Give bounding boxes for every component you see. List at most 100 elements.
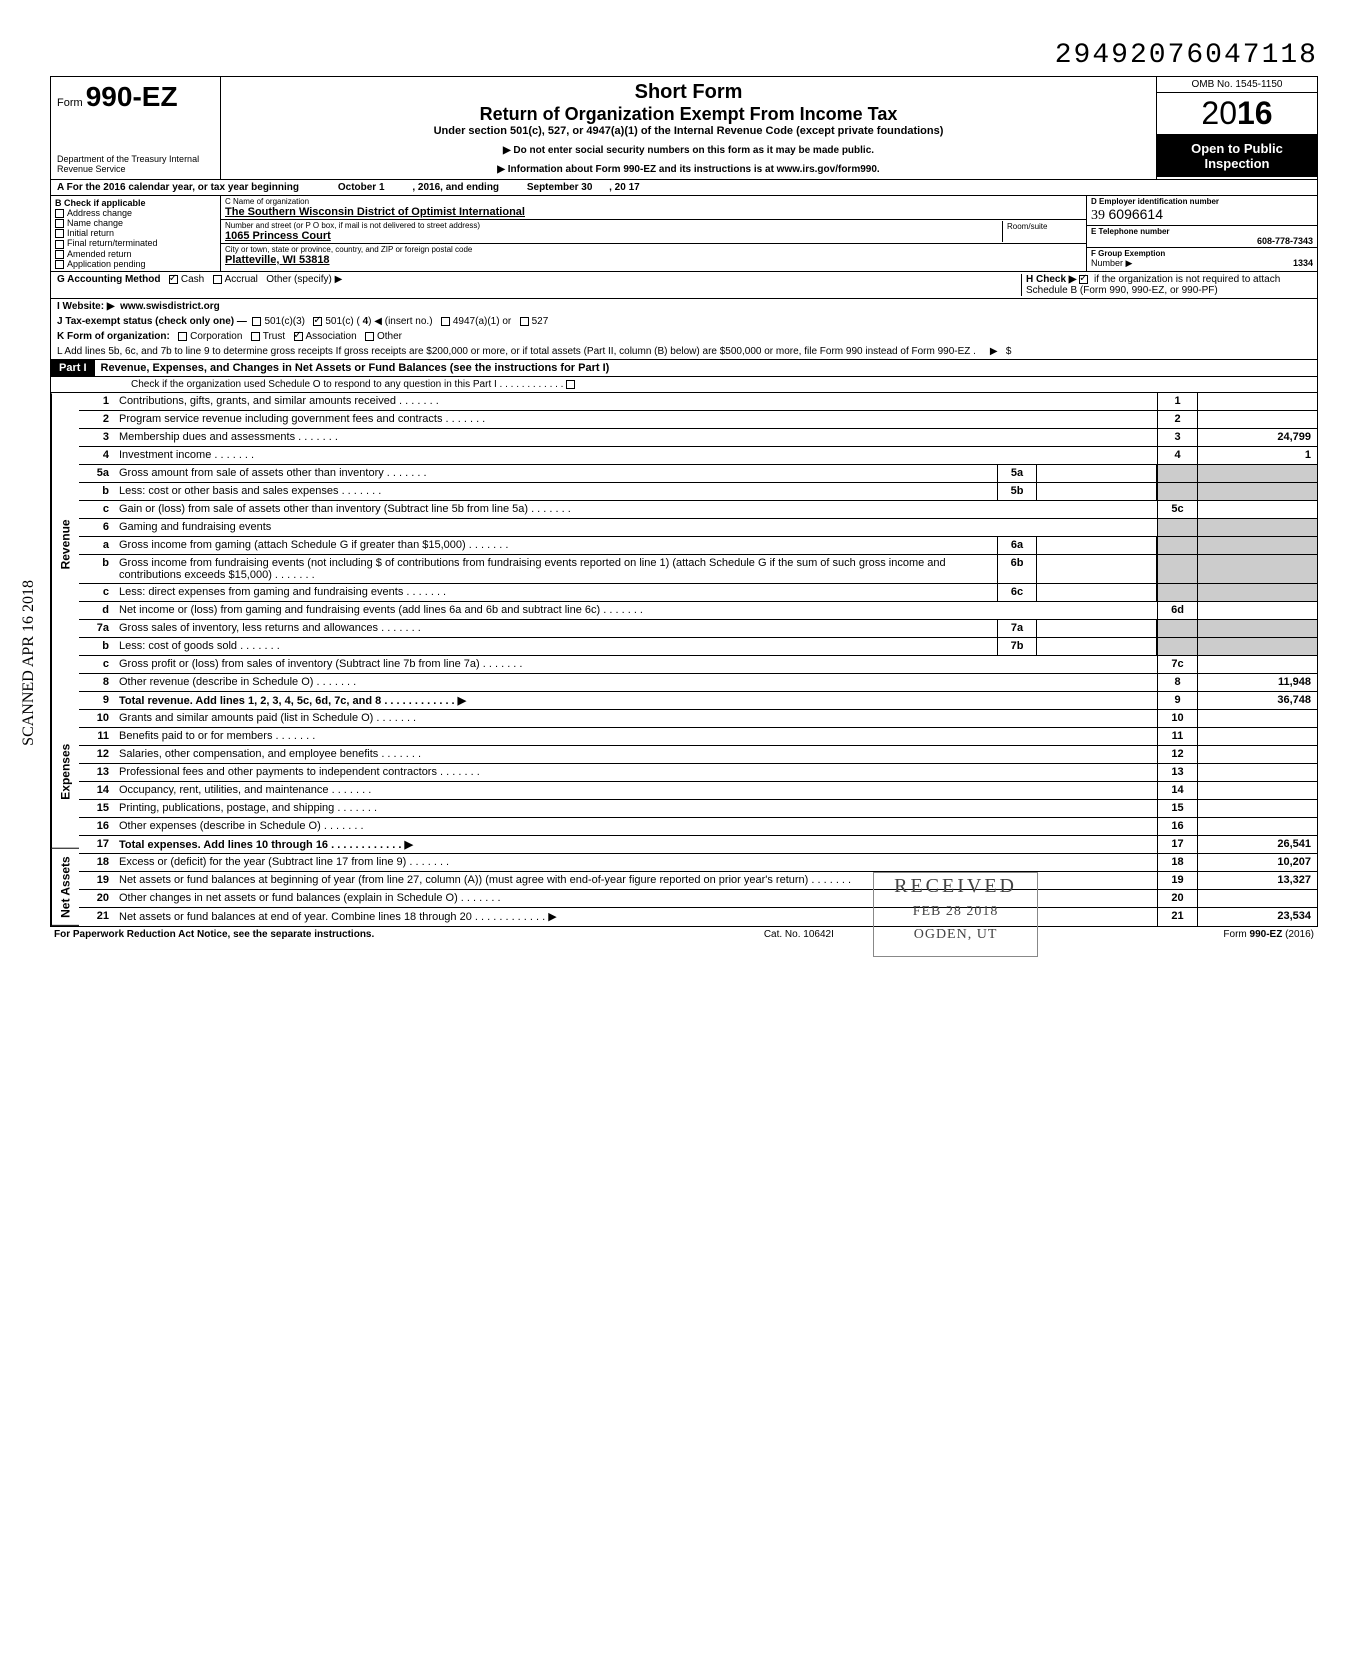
value-amount[interactable] bbox=[1197, 411, 1317, 428]
value-amount[interactable] bbox=[1197, 710, 1317, 727]
value-amount[interactable] bbox=[1197, 800, 1317, 817]
line-description: Gross amount from sale of assets other t… bbox=[115, 465, 997, 482]
line-description: Gross profit or (loss) from sales of inv… bbox=[115, 656, 1157, 673]
label-city: City or town, state or province, country… bbox=[225, 245, 1082, 254]
line-row-b: bLess: cost of goods sold . . . . . . .7… bbox=[79, 638, 1317, 656]
num-box-label: 1 bbox=[1157, 393, 1197, 410]
checkbox-initial-return[interactable] bbox=[55, 229, 64, 238]
value-amount[interactable] bbox=[1197, 728, 1317, 745]
num-box-label: 11 bbox=[1157, 728, 1197, 745]
line-row-20: 20Other changes in net assets or fund ba… bbox=[79, 890, 1317, 908]
checkbox-accrual[interactable] bbox=[213, 275, 222, 284]
checkbox-final-return[interactable] bbox=[55, 240, 64, 249]
checkbox-trust[interactable] bbox=[251, 332, 260, 341]
line-description: Gaming and fundraising events bbox=[115, 519, 1157, 536]
checkbox-association[interactable] bbox=[294, 332, 303, 341]
mid-box-value[interactable] bbox=[1037, 537, 1157, 554]
line-description: Membership dues and assessments . . . . … bbox=[115, 429, 1157, 446]
val-box-shaded bbox=[1197, 555, 1317, 583]
line-row-17: 17Total expenses. Add lines 10 through 1… bbox=[79, 836, 1317, 854]
val-box-shaded bbox=[1197, 537, 1317, 554]
line-row-13: 13Professional fees and other payments t… bbox=[79, 764, 1317, 782]
line-number: 19 bbox=[79, 872, 115, 889]
tax-year: 2016 bbox=[1157, 93, 1317, 135]
row-k-org-form: K Form of organization: Corporation Trus… bbox=[50, 329, 1318, 344]
mid-box-value[interactable] bbox=[1037, 555, 1157, 583]
checkbox-other-org[interactable] bbox=[365, 332, 374, 341]
line-row-6: 6Gaming and fundraising events bbox=[79, 519, 1317, 537]
checkbox-amended-return[interactable] bbox=[55, 250, 64, 259]
num-box-label: 21 bbox=[1157, 908, 1197, 926]
line-number: c bbox=[79, 584, 115, 601]
mid-box-value[interactable] bbox=[1037, 483, 1157, 500]
value-amount[interactable]: 11,948 bbox=[1197, 674, 1317, 691]
value-amount[interactable]: 26,541 bbox=[1197, 836, 1317, 853]
num-box-label: 13 bbox=[1157, 764, 1197, 781]
num-box-shaded bbox=[1157, 519, 1197, 536]
checkbox-schedule-b[interactable] bbox=[1079, 275, 1088, 284]
line-number: 6 bbox=[79, 519, 115, 536]
num-box-shaded bbox=[1157, 584, 1197, 601]
line-row-b: bLess: cost or other basis and sales exp… bbox=[79, 483, 1317, 501]
value-amount[interactable] bbox=[1197, 746, 1317, 763]
checkbox-501c[interactable] bbox=[313, 317, 322, 326]
note-info: ▶ Information about Form 990-EZ and its … bbox=[229, 164, 1148, 175]
value-amount[interactable]: 13,327 bbox=[1197, 872, 1317, 889]
row-j-tax-status: J Tax-exempt status (check only one) — 5… bbox=[50, 314, 1318, 329]
line-description: Gain or (loss) from sale of assets other… bbox=[115, 501, 1157, 518]
value-amount[interactable] bbox=[1197, 393, 1317, 410]
line-row-18: 18Excess or (deficit) for the year (Subt… bbox=[79, 854, 1317, 872]
num-box-label: 16 bbox=[1157, 818, 1197, 835]
line-number: b bbox=[79, 483, 115, 500]
value-ein: 39 6096614 bbox=[1091, 206, 1313, 224]
checkbox-501c3[interactable] bbox=[252, 317, 261, 326]
num-box-shaded bbox=[1157, 638, 1197, 655]
line-description: Program service revenue including govern… bbox=[115, 411, 1157, 428]
value-amount[interactable] bbox=[1197, 764, 1317, 781]
value-amount[interactable] bbox=[1197, 501, 1317, 518]
line-number: 17 bbox=[79, 836, 115, 853]
checkbox-application-pending[interactable] bbox=[55, 260, 64, 269]
value-amount[interactable]: 10,207 bbox=[1197, 854, 1317, 871]
value-amount[interactable]: 36,748 bbox=[1197, 692, 1317, 709]
line-number: 16 bbox=[79, 818, 115, 835]
note-ssn: ▶ Do not enter social security numbers o… bbox=[229, 145, 1148, 156]
mid-box-value[interactable] bbox=[1037, 465, 1157, 482]
mid-box-value[interactable] bbox=[1037, 638, 1157, 655]
mid-box-label: 6b bbox=[997, 555, 1037, 583]
val-box-shaded bbox=[1197, 620, 1317, 637]
checkbox-cash[interactable] bbox=[169, 275, 178, 284]
checkbox-address-change[interactable] bbox=[55, 209, 64, 218]
num-box-label: 19 bbox=[1157, 872, 1197, 889]
value-amount[interactable]: 1 bbox=[1197, 447, 1317, 464]
value-amount[interactable] bbox=[1197, 818, 1317, 835]
row-g-h: G Accounting Method Cash Accrual Other (… bbox=[50, 272, 1318, 299]
line-description: Other expenses (describe in Schedule O) … bbox=[115, 818, 1157, 835]
checkbox-name-change[interactable] bbox=[55, 219, 64, 228]
line-description: Occupancy, rent, utilities, and maintena… bbox=[115, 782, 1157, 799]
num-box-label: 8 bbox=[1157, 674, 1197, 691]
line-number: 7a bbox=[79, 620, 115, 637]
row-a-tax-year: A For the 2016 calendar year, or tax yea… bbox=[50, 180, 1318, 196]
checkbox-corporation[interactable] bbox=[178, 332, 187, 341]
value-amount[interactable]: 23,534 bbox=[1197, 908, 1317, 926]
mid-box-value[interactable] bbox=[1037, 620, 1157, 637]
mid-box-label: 7b bbox=[997, 638, 1037, 655]
mid-box-value[interactable] bbox=[1037, 584, 1157, 601]
line-number: a bbox=[79, 537, 115, 554]
value-amount[interactable] bbox=[1197, 782, 1317, 799]
line-row-14: 14Occupancy, rent, utilities, and mainte… bbox=[79, 782, 1317, 800]
value-amount[interactable] bbox=[1197, 602, 1317, 619]
checkbox-527[interactable] bbox=[520, 317, 529, 326]
value-amount[interactable] bbox=[1197, 890, 1317, 907]
value-amount[interactable] bbox=[1197, 656, 1317, 673]
document-number: 29492076047118 bbox=[50, 40, 1318, 71]
line-row-16: 16Other expenses (describe in Schedule O… bbox=[79, 818, 1317, 836]
line-row-4: 4Investment income . . . . . . .41 bbox=[79, 447, 1317, 465]
checkbox-4947[interactable] bbox=[441, 317, 450, 326]
value-amount[interactable]: 24,799 bbox=[1197, 429, 1317, 446]
mid-box-label: 6a bbox=[997, 537, 1037, 554]
section-netassets-label: Net Assets bbox=[51, 849, 79, 926]
checkbox-schedule-o[interactable] bbox=[566, 380, 575, 389]
section-revenue-label: Revenue bbox=[51, 393, 79, 696]
